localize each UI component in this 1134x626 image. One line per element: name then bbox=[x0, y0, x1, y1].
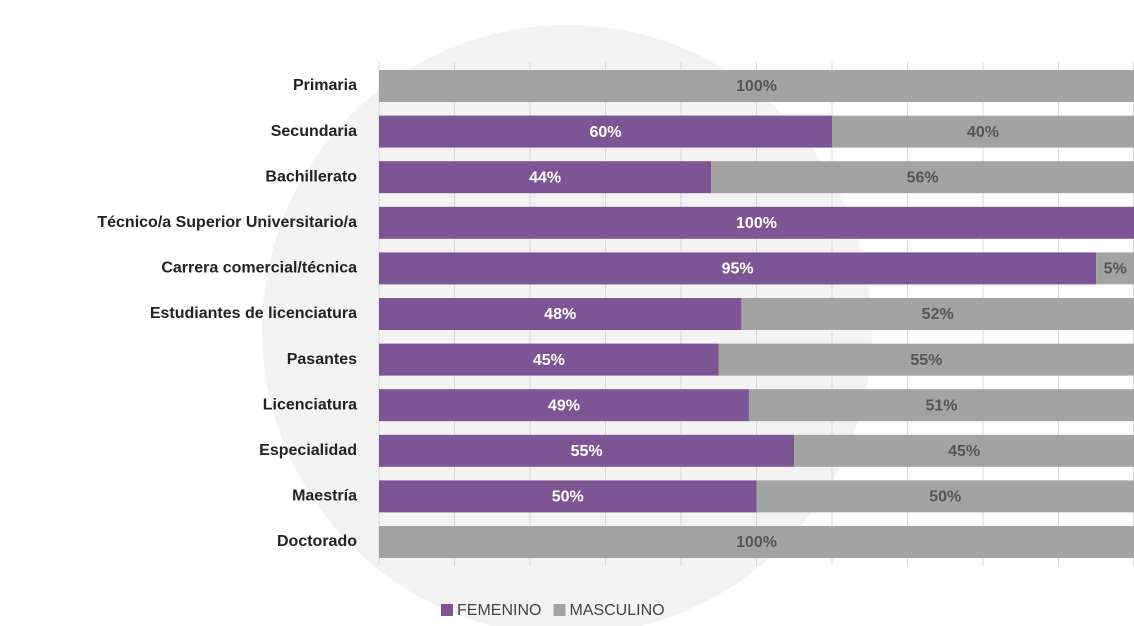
bar-segment bbox=[379, 252, 1097, 285]
category-label: Especialidad bbox=[259, 442, 357, 459]
value-label: 45% bbox=[533, 352, 565, 369]
legend-swatch bbox=[553, 604, 566, 616]
bar-segment bbox=[379, 115, 832, 148]
bar-segment bbox=[1096, 252, 1134, 285]
legend-label: MASCULINO bbox=[569, 602, 664, 619]
bar-segment bbox=[748, 389, 1134, 422]
category-label: Pasantes bbox=[287, 351, 357, 368]
value-label: 55% bbox=[571, 443, 603, 460]
value-label: 56% bbox=[907, 169, 939, 186]
category-label: Técnico/a Superior Universitario/a bbox=[97, 214, 357, 231]
value-label: 45% bbox=[948, 443, 980, 460]
legend-label: FEMENINO bbox=[457, 602, 541, 619]
category-label: Licenciatura bbox=[263, 396, 357, 413]
value-label: 95% bbox=[722, 261, 754, 278]
bar-segment bbox=[379, 298, 742, 330]
category-label: Estudiantes de licenciatura bbox=[150, 305, 357, 322]
value-label: 100% bbox=[736, 215, 777, 232]
bar-segment bbox=[379, 434, 795, 467]
category-label: Doctorado bbox=[277, 533, 357, 550]
value-label: 60% bbox=[589, 124, 621, 141]
bar-segment bbox=[379, 343, 719, 376]
value-label: 51% bbox=[925, 397, 957, 414]
bar-segment bbox=[832, 115, 1134, 148]
bar-segment bbox=[718, 343, 1134, 376]
bar-segment bbox=[711, 161, 1134, 194]
category-label: Bachillerato bbox=[265, 168, 357, 185]
value-label: 100% bbox=[736, 78, 777, 95]
value-label: 48% bbox=[544, 306, 576, 323]
category-label: Carrera comercial/técnica bbox=[161, 260, 357, 277]
value-label: 100% bbox=[736, 534, 777, 551]
bar-segment bbox=[379, 480, 757, 513]
value-label: 49% bbox=[548, 397, 580, 414]
value-label: 50% bbox=[552, 489, 584, 506]
bar-segment bbox=[741, 298, 1134, 330]
bar-segment bbox=[379, 389, 749, 422]
value-label: 40% bbox=[967, 124, 999, 141]
bar-segment bbox=[379, 206, 1134, 239]
value-label: 50% bbox=[929, 489, 961, 506]
category-label: Secundaria bbox=[271, 123, 357, 140]
category-label: Primaria bbox=[293, 77, 357, 94]
value-label: 55% bbox=[910, 352, 942, 369]
value-label: 52% bbox=[922, 306, 954, 323]
bar-segment bbox=[379, 70, 1134, 102]
value-label: 5% bbox=[1104, 261, 1127, 278]
value-label: 44% bbox=[529, 169, 561, 186]
category-label: Maestría bbox=[292, 488, 357, 505]
bar-segment bbox=[794, 434, 1134, 467]
bar-segment bbox=[756, 480, 1134, 513]
bar-segment bbox=[379, 526, 1134, 558]
legend-swatch bbox=[441, 604, 453, 616]
bar-segment bbox=[379, 161, 712, 194]
